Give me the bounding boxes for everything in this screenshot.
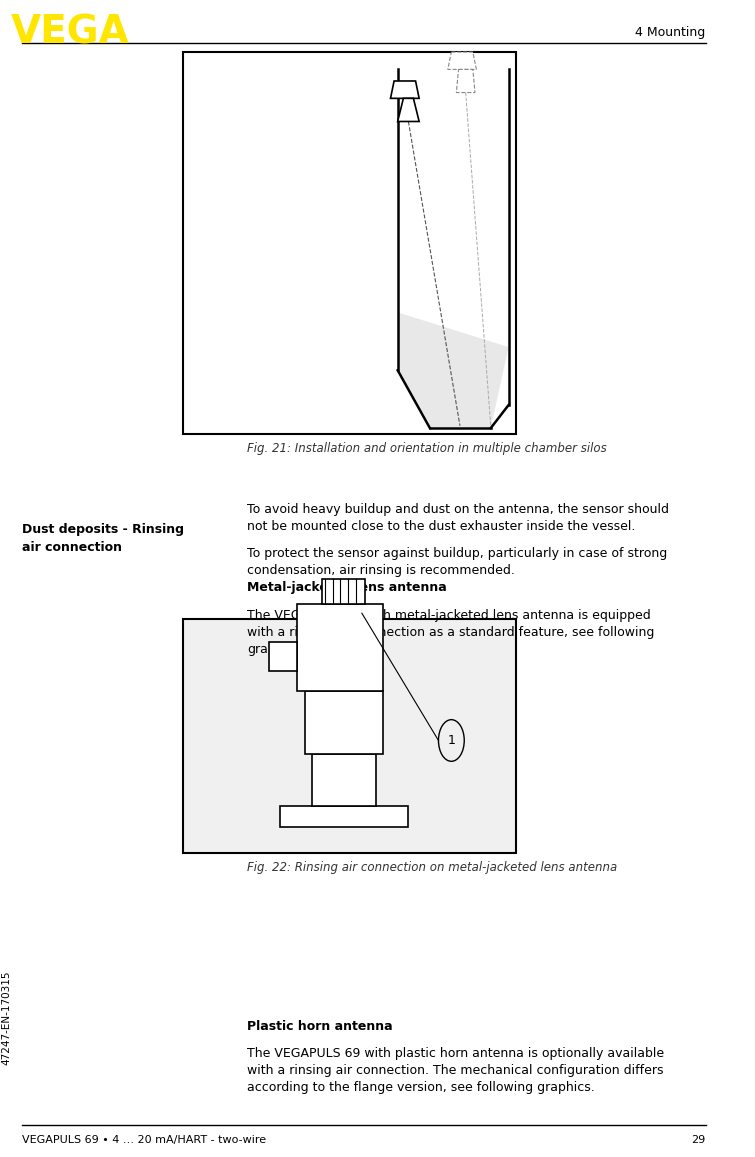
Text: The VEGAPULS 69 with metal-jacketed lens antenna is equipped
with a rinsing air : The VEGAPULS 69 with metal-jacketed lens…: [248, 609, 655, 656]
Text: To protect the sensor against buildup, particularly in case of strong
condensati: To protect the sensor against buildup, p…: [248, 547, 667, 577]
Polygon shape: [398, 98, 419, 121]
Text: Dust deposits - Rinsing
air connection: Dust deposits - Rinsing air connection: [22, 523, 183, 554]
Text: Metal-jacketed lens antenna: Metal-jacketed lens antenna: [248, 581, 447, 594]
Polygon shape: [398, 312, 509, 428]
FancyBboxPatch shape: [183, 619, 516, 853]
Text: 1: 1: [448, 734, 455, 747]
Text: Plastic horn antenna: Plastic horn antenna: [248, 1020, 393, 1033]
FancyBboxPatch shape: [279, 806, 408, 827]
Text: 4 Mounting: 4 Mounting: [635, 25, 705, 39]
Text: To avoid heavy buildup and dust on the antenna, the sensor should
not be mounted: To avoid heavy buildup and dust on the a…: [248, 503, 670, 533]
Text: Fig. 22: Rinsing air connection on metal-jacketed lens antenna: Fig. 22: Rinsing air connection on metal…: [248, 861, 618, 874]
Text: Fig. 21: Installation and orientation in multiple chamber silos: Fig. 21: Installation and orientation in…: [248, 442, 607, 455]
Polygon shape: [390, 81, 419, 98]
Text: VEGA: VEGA: [11, 14, 130, 51]
Polygon shape: [456, 69, 475, 93]
FancyBboxPatch shape: [304, 691, 384, 754]
FancyBboxPatch shape: [322, 578, 365, 604]
Text: VEGAPULS 69 • 4 … 20 mA/HART - two-wire: VEGAPULS 69 • 4 … 20 mA/HART - two-wire: [22, 1135, 266, 1144]
FancyBboxPatch shape: [312, 754, 376, 806]
Text: The VEGAPULS 69 with plastic horn antenna is optionally available
with a rinsing: The VEGAPULS 69 with plastic horn antenn…: [248, 1047, 664, 1095]
Text: 29: 29: [692, 1135, 705, 1144]
Text: 47247-EN-170315: 47247-EN-170315: [1, 971, 11, 1066]
FancyBboxPatch shape: [269, 642, 297, 671]
Polygon shape: [448, 52, 476, 69]
FancyBboxPatch shape: [297, 604, 384, 691]
FancyBboxPatch shape: [183, 52, 516, 434]
